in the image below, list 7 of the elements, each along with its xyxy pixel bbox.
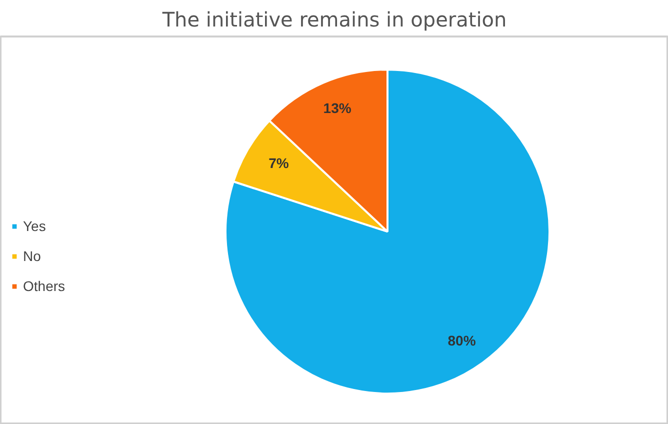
legend-label: No xyxy=(23,248,42,264)
data-label: 7% xyxy=(268,155,290,171)
data-label: 13% xyxy=(323,100,352,116)
chart-title: The initiative remains in operation xyxy=(161,8,507,32)
legend-label: Others xyxy=(23,278,66,294)
legend-label: Yes xyxy=(23,218,46,234)
data-label: 80% xyxy=(448,332,476,349)
